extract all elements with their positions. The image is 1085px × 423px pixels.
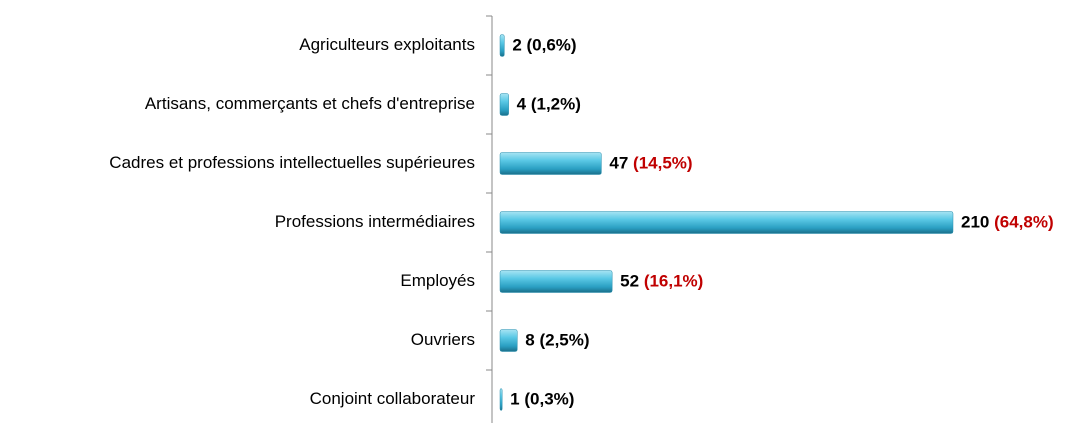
bar bbox=[499, 34, 505, 57]
data-label: 8 (2,5%) bbox=[525, 331, 589, 350]
category-label: Conjoint collaborateur bbox=[310, 389, 476, 408]
share-label: (16,1%) bbox=[644, 272, 704, 291]
bar bbox=[499, 270, 613, 293]
category-label: Cadres et professions intellectuelles su… bbox=[109, 153, 475, 172]
category-label: Employés bbox=[400, 271, 475, 290]
bar bbox=[499, 388, 503, 411]
bar bbox=[499, 329, 518, 352]
data-label: 4 (1,2%) bbox=[517, 95, 581, 114]
category-label: Artisans, commerçants et chefs d'entrepr… bbox=[145, 94, 475, 113]
value-label: 8 bbox=[525, 331, 534, 350]
value-label: 210 bbox=[961, 213, 989, 232]
share-label: (1,2%) bbox=[531, 95, 581, 114]
value-label: 4 bbox=[517, 95, 527, 114]
category-axis bbox=[486, 15, 493, 423]
value-label: 1 bbox=[510, 390, 519, 409]
value-label: 2 bbox=[512, 36, 521, 55]
share-label: (14,5%) bbox=[633, 154, 693, 173]
bar bbox=[499, 93, 509, 116]
share-label: (0,3%) bbox=[524, 390, 574, 409]
value-label: 47 bbox=[609, 154, 628, 173]
data-label: 2 (0,6%) bbox=[512, 36, 576, 55]
bar bbox=[499, 211, 954, 234]
bar bbox=[499, 152, 602, 175]
data-label: 1 (0,3%) bbox=[510, 390, 574, 409]
share-label: (0,6%) bbox=[527, 36, 577, 55]
category-label: Agriculteurs exploitants bbox=[299, 35, 475, 54]
share-label: (64,8%) bbox=[994, 213, 1054, 232]
data-label: 52 (16,1%) bbox=[620, 272, 703, 291]
category-label: Ouvriers bbox=[411, 330, 475, 349]
value-label: 52 bbox=[620, 272, 639, 291]
data-label: 47 (14,5%) bbox=[609, 154, 692, 173]
data-label: 210 (64,8%) bbox=[961, 213, 1054, 232]
share-label: (2,5%) bbox=[539, 331, 589, 350]
category-label: Professions intermédiaires bbox=[275, 212, 475, 231]
